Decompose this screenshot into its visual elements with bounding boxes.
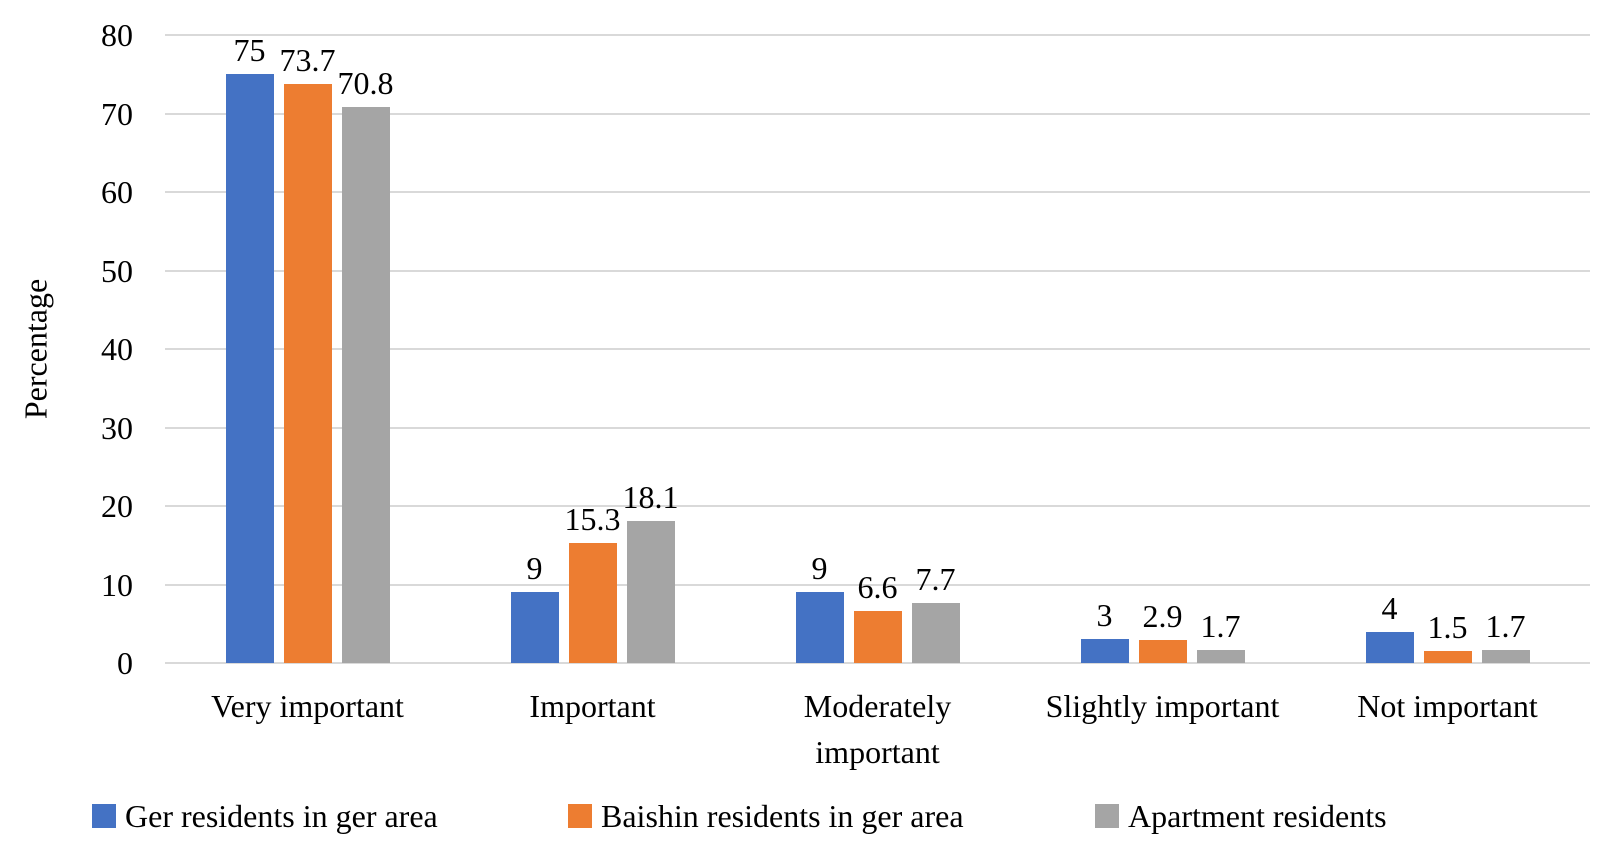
- bar-s2-c5: [1423, 651, 1472, 663]
- y-tick-label: 50: [101, 252, 133, 289]
- gridline: [165, 269, 1590, 272]
- bar-s2-c2: [568, 542, 617, 663]
- data-label: 6.6: [857, 569, 898, 606]
- gridline: [165, 662, 1590, 664]
- y-tick-label: 30: [101, 409, 133, 446]
- category-label: Not important: [1357, 688, 1538, 724]
- data-label: 2.9: [1142, 598, 1183, 635]
- y-tick-label: 70: [101, 95, 133, 132]
- y-tick-label: 40: [101, 331, 133, 367]
- data-label: 75: [233, 32, 266, 69]
- gridline: [165, 112, 1590, 115]
- gridline: [165, 34, 1590, 36]
- bar-s2-c3: [853, 611, 902, 663]
- legend-swatch: [1095, 804, 1119, 828]
- data-label: 1.7: [1485, 607, 1526, 644]
- y-tick-label: 60: [101, 174, 133, 210]
- y-tick-label: 0: [117, 645, 133, 681]
- data-label: 70.8: [337, 65, 394, 102]
- data-label: 1.7: [1200, 607, 1241, 644]
- data-label: 7.7: [915, 560, 956, 597]
- category-label: Moderately important: [803, 688, 952, 770]
- data-label: 4: [1381, 589, 1398, 626]
- data-label: 18.1: [622, 478, 679, 515]
- y-tick-label: 80: [101, 17, 133, 53]
- data-label: 73.7: [279, 42, 336, 79]
- bar-s1-c4: [1080, 639, 1129, 663]
- data-label: 15.3: [564, 500, 621, 537]
- legend-label: Baishin residents in ger area: [601, 798, 964, 834]
- bar-s1-c2: [510, 592, 559, 663]
- bar-s3-c2: [626, 520, 675, 663]
- bar-s1-c5: [1365, 631, 1414, 663]
- legend-swatch: [568, 804, 592, 828]
- bar-s2-c4: [1138, 640, 1187, 663]
- y-tick-label: 20: [101, 488, 133, 524]
- bar-s1-c1: [225, 74, 274, 663]
- bar-s3-c1: [341, 107, 390, 663]
- legend-label: Apartment residents: [1128, 798, 1387, 834]
- legend-label: Ger residents in ger area: [125, 798, 438, 834]
- bar-s2-c1: [283, 84, 332, 663]
- data-label: 9: [811, 550, 828, 587]
- legend-swatch: [92, 804, 116, 828]
- bar-s3-c5: [1481, 649, 1530, 663]
- data-label: 9: [526, 550, 543, 587]
- y-tick-label: 10: [101, 566, 133, 603]
- gridline: [165, 505, 1590, 507]
- data-label: 3: [1096, 597, 1113, 634]
- legend-item-3: Apartment residents: [1095, 796, 1387, 836]
- data-label: 1.5: [1427, 609, 1468, 646]
- gridline: [165, 348, 1590, 350]
- gridline: [165, 191, 1590, 193]
- legend-item-1: Ger residents in ger area: [92, 796, 438, 836]
- gridline: [165, 426, 1590, 429]
- bar-s1-c3: [795, 592, 844, 663]
- category-label: Important: [529, 688, 656, 724]
- category-label: Very important: [211, 688, 404, 724]
- bar-s3-c4: [1196, 649, 1245, 663]
- bar-s3-c3: [911, 602, 960, 663]
- category-label: Slightly important: [1045, 688, 1280, 724]
- legend-item-2: Baishin residents in ger area: [568, 796, 964, 836]
- gridline: [165, 583, 1590, 586]
